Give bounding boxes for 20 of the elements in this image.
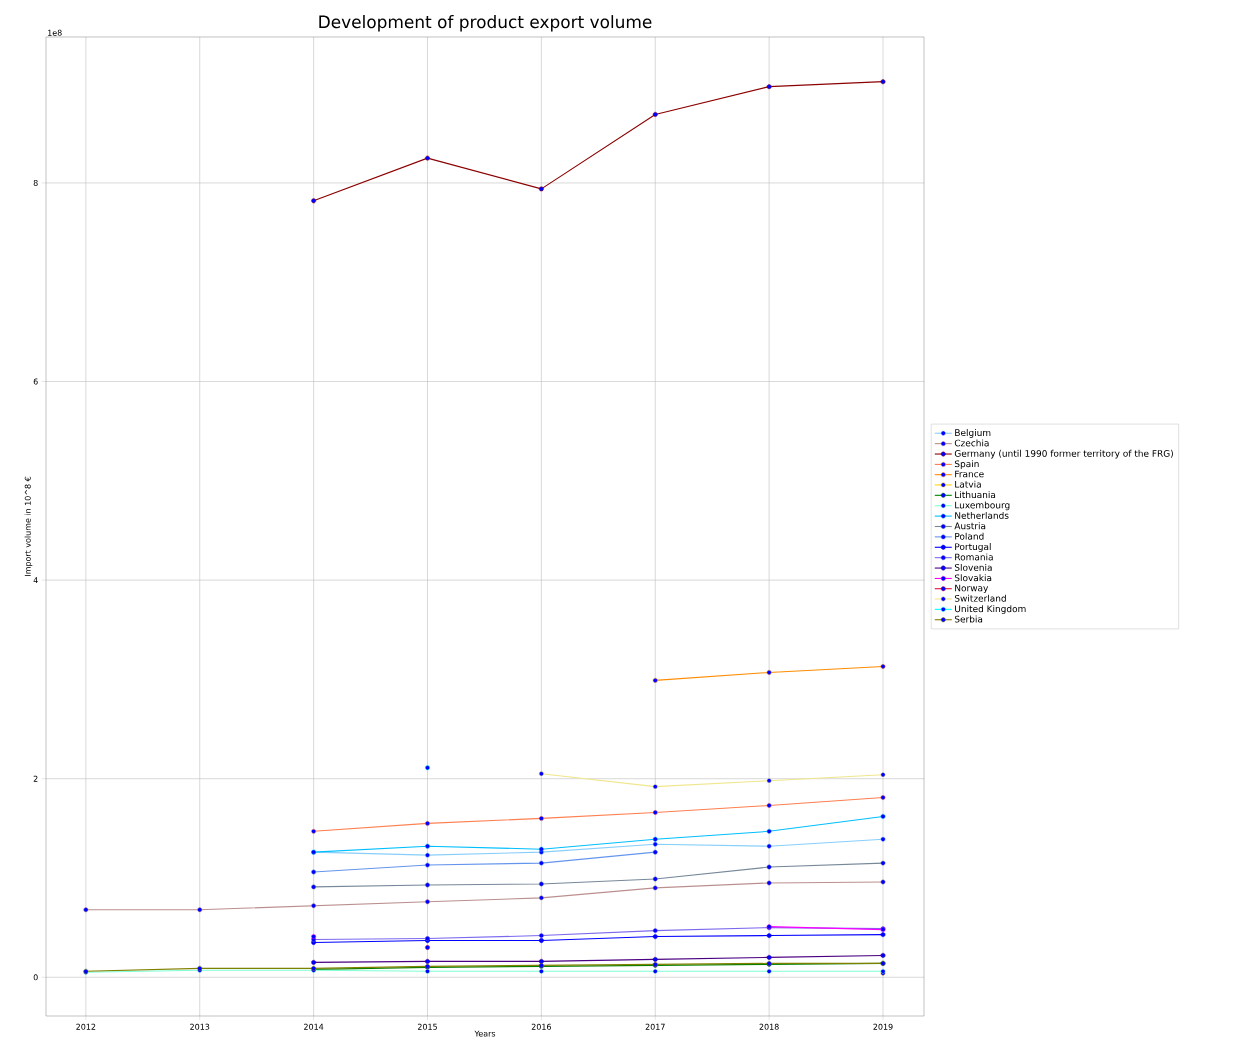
legend-label: Latvia (955, 480, 981, 488)
legend-label: Portugal (955, 543, 991, 552)
legend-label: Lithuania (955, 491, 996, 499)
legend-label: Belgium (955, 429, 991, 438)
legend-label: Austria (954, 522, 986, 530)
legend-label: Switzerland (954, 594, 1006, 602)
legend-label: Netherlands (955, 511, 1009, 519)
chart-title: Development of product export volume (319, 15, 652, 32)
legend-label: Germany (until 1990 former territory of the FRG) (954, 449, 1173, 459)
legend-label: Czechia (954, 439, 989, 447)
legend-label: Luxembourg (955, 501, 1010, 511)
legend-label: Norway (955, 584, 989, 594)
legend-label: Romania (955, 553, 993, 561)
legend-label: France (955, 470, 984, 478)
legend-label: Serbia (954, 615, 983, 623)
legend-label: United Kingdom (955, 605, 1026, 614)
legend-label: Slovenia (954, 563, 992, 571)
legend-label: Slovakia (954, 574, 992, 582)
legend-label: Poland (955, 532, 984, 540)
legend-label: Spain (954, 460, 979, 469)
